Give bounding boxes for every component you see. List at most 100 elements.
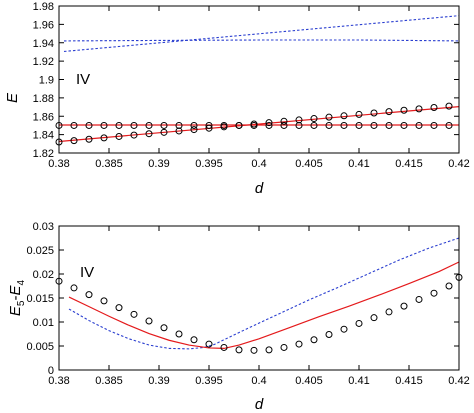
gap-data-point — [295, 340, 303, 348]
gap-data-point — [175, 330, 183, 338]
gap-y-axis-label: E5-E4 — [7, 279, 27, 316]
energy-data-point — [130, 131, 138, 139]
gap-x-axis-label: d — [255, 396, 264, 413]
gap-data-point — [100, 297, 108, 305]
energy-data-point — [280, 121, 288, 129]
gap-y-tick-label: 0 — [48, 365, 54, 377]
gap-data-point — [430, 289, 438, 297]
gap-y-label-e5: E — [7, 305, 24, 316]
gap-data-point — [220, 343, 228, 351]
gap-ticks: 0.38 0.385 0.39 0.395 0.4 0.405 0.41 0.415 0.42 0… — [26, 221, 469, 387]
gap-series-line-solid — [68, 261, 460, 350]
energy-data-point — [145, 121, 153, 129]
gap-data-point — [235, 346, 243, 354]
energy-data-point — [325, 113, 333, 121]
energy-x-tick-label: 0.42 — [448, 158, 469, 170]
energy-data-point — [355, 121, 363, 129]
energy-data-point — [370, 121, 378, 129]
gap-data-point — [325, 330, 333, 338]
energy-y-tick-label: 1.88 — [33, 93, 54, 105]
energy-x-tick-label: 0.405 — [295, 158, 323, 170]
energy-data-point — [85, 121, 93, 129]
gap-y-tick-label: 0.005 — [26, 341, 54, 353]
gap-data-point — [70, 284, 78, 292]
energy-data-point — [130, 121, 138, 129]
gap-series-line-dashed — [68, 237, 460, 350]
energy-series-line-solid — [58, 106, 460, 143]
energy-data-point — [250, 121, 258, 129]
energy-data-point — [415, 121, 423, 129]
energy-y-tick-label: 1.86 — [33, 111, 54, 123]
energy-data-point — [280, 117, 288, 125]
energy-panel-label: IV — [76, 71, 90, 88]
energy-data-point — [220, 121, 228, 129]
energy-data-point — [445, 121, 453, 129]
energy-data-point — [355, 110, 363, 118]
energy-data-point — [100, 121, 108, 129]
energy-data-point — [205, 124, 213, 132]
energy-y-axis-label: E — [4, 92, 21, 103]
energy-y-tick-label: 1.98 — [33, 1, 54, 13]
energy-data-point — [160, 128, 168, 136]
energy-data-point — [265, 121, 273, 129]
energy-data-point — [325, 121, 333, 129]
gap-y-tick-label: 0.015 — [26, 293, 54, 305]
energy-x-tick-label: 0.41 — [348, 158, 369, 170]
energy-data-point — [310, 121, 318, 129]
gap-data-point — [310, 336, 318, 344]
energy-data-point — [205, 121, 213, 129]
gap-y-label-e4: E — [7, 285, 24, 296]
energy-x-tick-label: 0.4 — [251, 158, 266, 170]
energy-data-point — [190, 121, 198, 129]
gap-y-tick-label: 0.02 — [33, 269, 54, 281]
gap-x-tick-label: 0.38 — [48, 375, 69, 387]
gap-data-point — [415, 295, 423, 303]
energy-data-point — [70, 137, 78, 145]
gap-y-label-sub5: 5 — [16, 300, 27, 306]
energy-data-point — [70, 121, 78, 129]
energy-data-point — [145, 130, 153, 138]
energy-y-tick-label: 1.94 — [33, 38, 54, 50]
gap-y-tick-label: 0.025 — [26, 245, 54, 257]
energy-data-point — [85, 135, 93, 143]
energy-x-tick-label: 0.395 — [195, 158, 223, 170]
gap-data-point — [340, 325, 348, 333]
energy-data-point — [340, 112, 348, 120]
gap-series-layer — [55, 237, 463, 354]
energy-data-point — [385, 121, 393, 129]
energy-data-point — [295, 121, 303, 129]
gap-y-tick-label: 0.01 — [33, 317, 54, 329]
energy-data-point — [415, 105, 423, 113]
energy-data-point — [310, 115, 318, 123]
gap-plot-frame — [58, 225, 460, 371]
energy-y-tick-label: 1.84 — [33, 130, 54, 142]
gap-data-point — [85, 291, 93, 299]
energy-data-point — [115, 132, 123, 140]
energy-data-point — [430, 104, 438, 112]
gap-x-tick-label: 0.4 — [251, 375, 266, 387]
energy-x-tick-label: 0.385 — [95, 158, 123, 170]
gap-y-label-sub4: 4 — [16, 279, 27, 285]
gap-data-point — [130, 310, 138, 318]
gap-data-point — [355, 319, 363, 327]
energy-x-axis-label: d — [255, 180, 264, 197]
energy-data-point — [430, 121, 438, 129]
gap-x-tick-label: 0.405 — [295, 375, 323, 387]
energy-data-point — [100, 134, 108, 142]
energy-y-tick-label: 1.82 — [33, 148, 54, 160]
energy-data-point — [265, 119, 273, 127]
energy-data-point — [190, 126, 198, 134]
gap-panel: 0.38 0.385 0.39 0.395 0.4 0.405 0.41 0.415 0.42 0… — [7, 221, 470, 413]
gap-data-point — [250, 346, 258, 354]
gap-data-point — [205, 340, 213, 348]
energy-series-line-dashed — [63, 15, 460, 53]
gap-x-tick-label: 0.41 — [348, 375, 369, 387]
energy-x-tick-label: 0.415 — [395, 158, 423, 170]
gap-data-point — [400, 302, 408, 310]
gap-data-point — [190, 336, 198, 344]
energy-x-tick-label: 0.39 — [148, 158, 169, 170]
gap-y-tick-label: 0.03 — [33, 221, 54, 233]
energy-data-point — [160, 121, 168, 129]
gap-data-point — [160, 324, 168, 332]
